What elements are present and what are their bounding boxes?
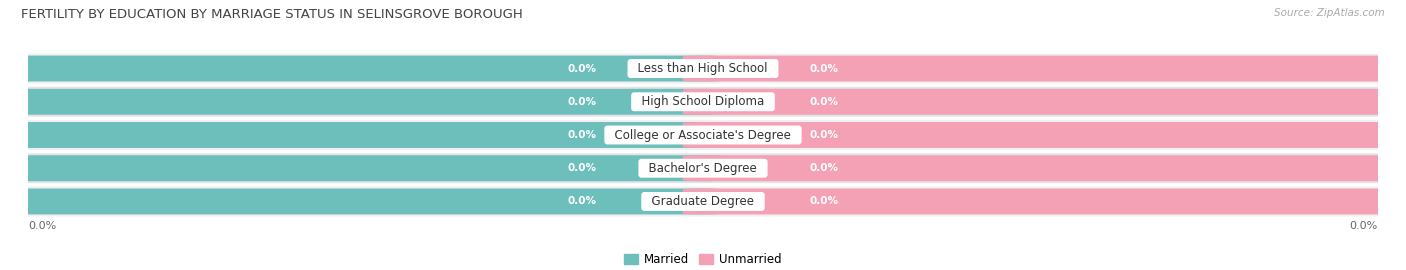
Text: Bachelor's Degree: Bachelor's Degree — [641, 162, 765, 175]
Text: 0.0%: 0.0% — [810, 197, 839, 207]
FancyBboxPatch shape — [683, 155, 1398, 181]
Text: College or Associate's Degree: College or Associate's Degree — [607, 129, 799, 141]
Text: 0.0%: 0.0% — [567, 130, 596, 140]
Text: High School Diploma: High School Diploma — [634, 95, 772, 108]
FancyBboxPatch shape — [1, 187, 1405, 217]
Text: FERTILITY BY EDUCATION BY MARRIAGE STATUS IN SELINSGROVE BOROUGH: FERTILITY BY EDUCATION BY MARRIAGE STATU… — [21, 8, 523, 21]
FancyBboxPatch shape — [8, 188, 723, 214]
Text: 0.0%: 0.0% — [567, 97, 596, 107]
Text: Source: ZipAtlas.com: Source: ZipAtlas.com — [1274, 8, 1385, 18]
Text: 0.0%: 0.0% — [810, 97, 839, 107]
Text: 0.0%: 0.0% — [810, 63, 839, 73]
Text: 0.0%: 0.0% — [1350, 221, 1378, 231]
FancyBboxPatch shape — [1, 120, 1405, 150]
Legend: Married, Unmarried: Married, Unmarried — [620, 248, 786, 270]
Text: 0.0%: 0.0% — [567, 63, 596, 73]
Text: 0.0%: 0.0% — [810, 163, 839, 173]
FancyBboxPatch shape — [683, 89, 1398, 115]
FancyBboxPatch shape — [683, 122, 1398, 148]
FancyBboxPatch shape — [1, 153, 1405, 183]
FancyBboxPatch shape — [8, 89, 723, 115]
FancyBboxPatch shape — [8, 122, 723, 148]
Text: 0.0%: 0.0% — [567, 163, 596, 173]
FancyBboxPatch shape — [683, 56, 1398, 82]
FancyBboxPatch shape — [683, 188, 1398, 214]
Text: 0.0%: 0.0% — [810, 130, 839, 140]
FancyBboxPatch shape — [1, 53, 1405, 83]
FancyBboxPatch shape — [8, 155, 723, 181]
Text: 0.0%: 0.0% — [28, 221, 56, 231]
Text: 0.0%: 0.0% — [567, 197, 596, 207]
Text: Graduate Degree: Graduate Degree — [644, 195, 762, 208]
FancyBboxPatch shape — [8, 56, 723, 82]
FancyBboxPatch shape — [1, 87, 1405, 117]
Text: Less than High School: Less than High School — [630, 62, 776, 75]
